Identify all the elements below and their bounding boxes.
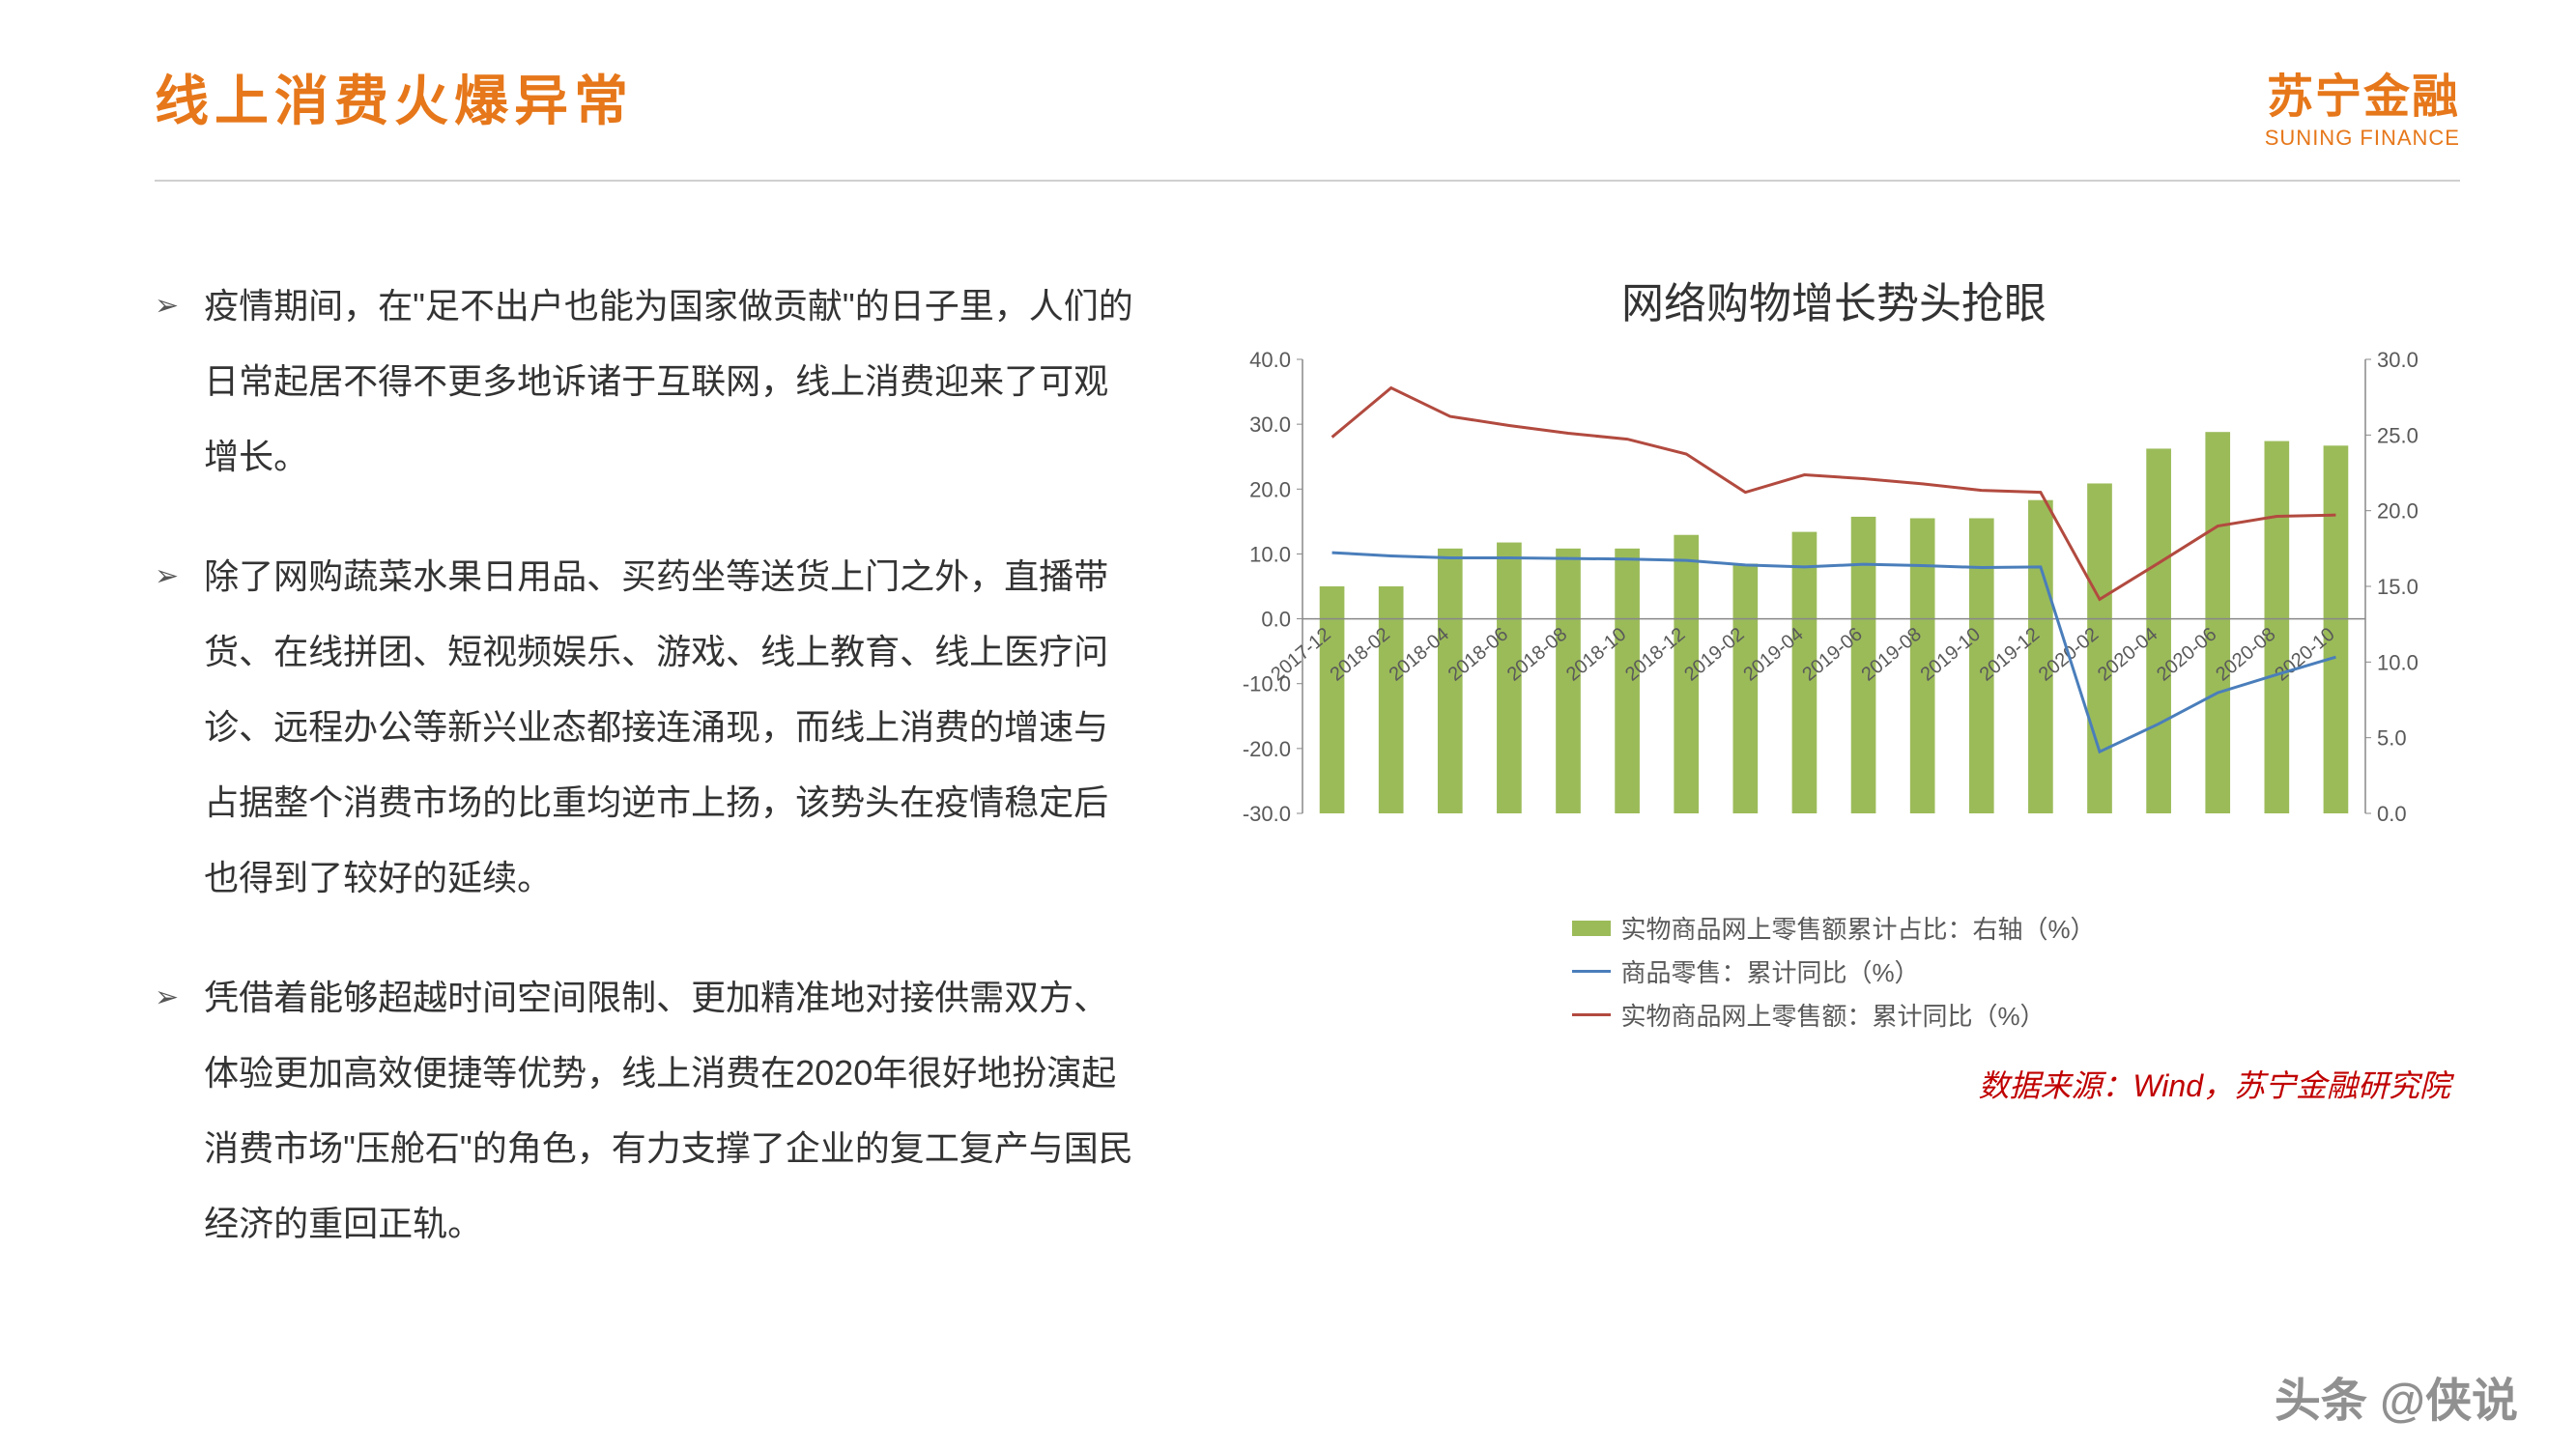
svg-text:15.0: 15.0 [2377,575,2419,599]
bullet-item: ➢ 疫情期间，在"足不出户也能为国家做贡献"的日子里，人们的日常起居不得不更多地… [155,269,1140,495]
bullet-text: 除了网购蔬菜水果日用品、买药坐等送货上门之外，直播带货、在线拼团、短视频娱乐、游… [204,539,1140,916]
combo-chart: -30.0-20.0-10.00.010.020.030.040.00.05.0… [1216,350,2452,891]
legend-label: 商品零售：累计同比（%） [1620,953,1919,989]
brand-logo: 苏宁金融 SUNING FINANCE [2265,58,2460,151]
bullet-item: ➢ 凭借着能够超越时间空间限制、更加精准地对接供需双方、体验更加高效便捷等优势，… [155,960,1140,1262]
svg-text:40.0: 40.0 [1249,350,1291,372]
legend-label: 实物商品网上零售额：累计同比（%） [1620,997,2045,1033]
content-row: ➢ 疫情期间，在"足不出户也能为国家做贡献"的日子里，人们的日常起居不得不更多地… [0,182,2576,1306]
svg-text:20.0: 20.0 [2377,499,2419,524]
bullet-marker-icon: ➢ [155,539,179,916]
legend-item: 实物商品网上零售额：累计同比（%） [1572,997,2095,1033]
chart-legend: 实物商品网上零售额累计占比：右轴（%） 商品零售：累计同比（%） 实物商品网上零售额… [1572,910,2095,1033]
bullet-item: ➢ 除了网购蔬菜水果日用品、买药坐等送货上门之外，直播带货、在线拼团、短视频娱乐… [155,539,1140,916]
bullet-list: ➢ 疫情期间，在"足不出户也能为国家做贡献"的日子里，人们的日常起居不得不更多地… [155,269,1179,1306]
logo-en: SUNING FINANCE [2265,126,2460,151]
svg-text:5.0: 5.0 [2377,726,2407,751]
chart-source: 数据来源：Wind，苏宁金融研究院 [1179,1062,2489,1106]
bullet-marker-icon: ➢ [155,960,179,1262]
svg-text:10.0: 10.0 [2377,650,2419,674]
legend-item: 实物商品网上零售额累计占比：右轴（%） [1572,910,2095,946]
watermark: 头条 @侠说 [2275,1362,2518,1430]
chart-panel: 网络购物增长势头抢眼 -30.0-20.0-10.00.010.020.030.… [1179,269,2489,1306]
bullet-marker-icon: ➢ [155,269,179,495]
legend-swatch [1572,970,1611,973]
svg-text:-20.0: -20.0 [1243,737,1291,761]
svg-text:30.0: 30.0 [1249,412,1291,437]
svg-text:20.0: 20.0 [1249,477,1291,501]
legend-swatch [1572,1013,1611,1016]
logo-cn: 苏宁金融 [2265,58,2460,126]
svg-text:25.0: 25.0 [2377,423,2419,447]
bullet-text: 凭借着能够超越时间空间限制、更加精准地对接供需双方、体验更加高效便捷等优势，线上… [204,960,1140,1262]
svg-text:10.0: 10.0 [1249,542,1291,566]
svg-text:30.0: 30.0 [2377,350,2419,372]
header: 线上消费火爆异常 苏宁金融 SUNING FINANCE [0,0,2576,170]
svg-text:0.0: 0.0 [2377,802,2407,826]
page-title: 线上消费火爆异常 [155,58,634,136]
legend-swatch [1572,921,1611,936]
bullet-text: 疫情期间，在"足不出户也能为国家做贡献"的日子里，人们的日常起居不得不更多地诉诸… [204,269,1140,495]
legend-item: 商品零售：累计同比（%） [1572,953,2095,989]
svg-text:0.0: 0.0 [1261,608,1291,632]
legend-label: 实物商品网上零售额累计占比：右轴（%） [1620,910,2095,946]
chart-title: 网络购物增长势头抢眼 [1179,269,2489,330]
svg-text:-30.0: -30.0 [1243,802,1291,826]
